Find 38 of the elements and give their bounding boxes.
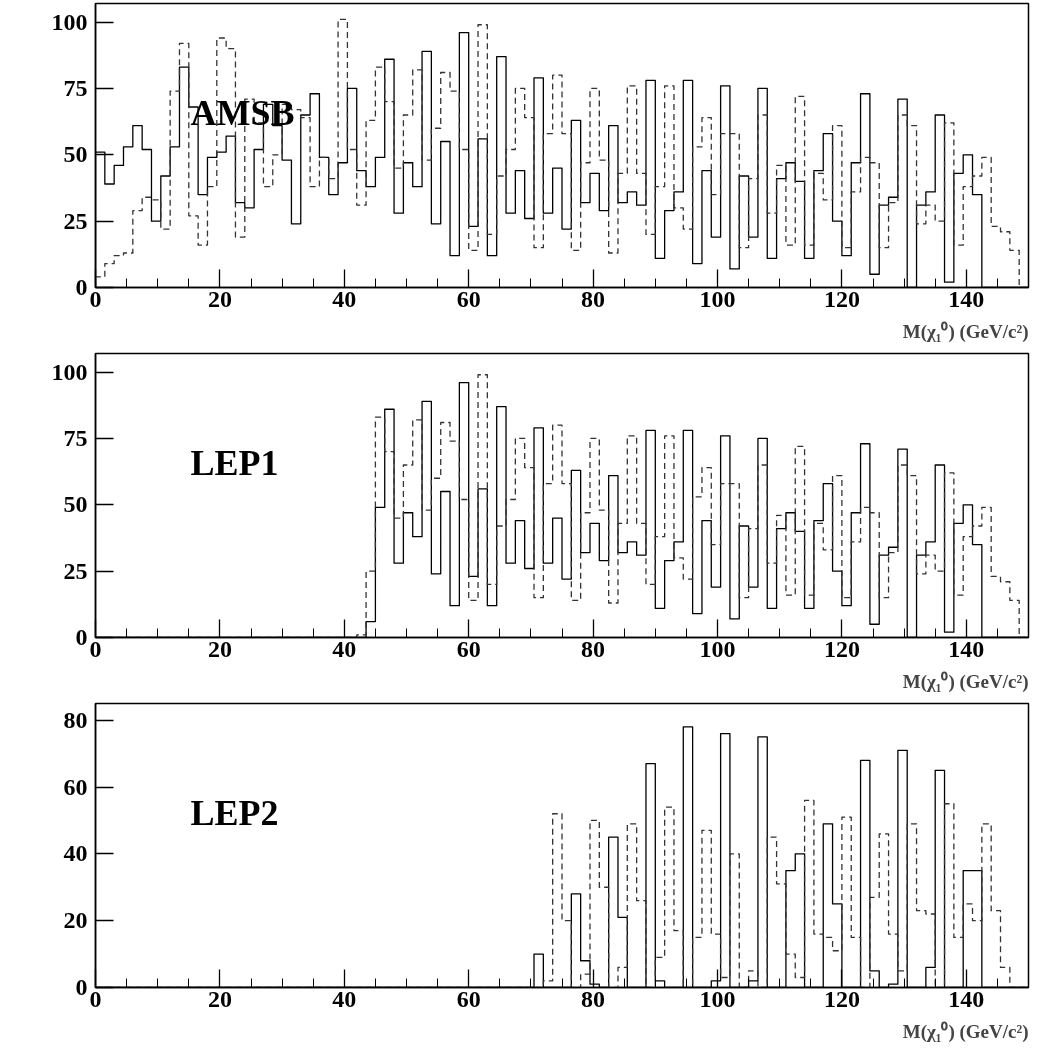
y-tick-label: 60 (63, 773, 88, 800)
x-tick-label: 60 (456, 285, 481, 312)
x-tick-label: 40 (332, 635, 357, 662)
y-tick-label: 50 (63, 491, 88, 518)
x-tick-label: 120 (823, 635, 860, 662)
x-tick-label: 140 (948, 285, 985, 312)
y-tick-label: 25 (63, 557, 88, 584)
x-tick-label: 100 (699, 635, 736, 662)
x-axis-title: M(χ₁⁰) (GeV/c²) (902, 320, 1029, 343)
y-tick-label: 75 (63, 424, 88, 451)
y-tick-label: 80 (63, 706, 88, 733)
x-tick-label: 40 (332, 985, 357, 1012)
x-tick-label: 20 (207, 285, 232, 312)
x-tick-label: 80 (581, 985, 606, 1012)
x-tick-label: 100 (699, 285, 736, 312)
x-tick-label: 20 (207, 985, 232, 1012)
y-tick-label: 50 (63, 141, 88, 168)
y-tick-label: 75 (63, 74, 88, 101)
x-tick-label: 120 (823, 985, 860, 1012)
x-tick-label: 60 (456, 985, 481, 1012)
x-tick-label: 80 (581, 635, 606, 662)
x-tick-label: 140 (948, 985, 985, 1012)
y-tick-label: 100 (51, 358, 88, 385)
y-tick-label: 40 (63, 840, 88, 867)
y-tick-label: 25 (63, 207, 88, 234)
x-tick-label: 80 (581, 285, 606, 312)
x-axis-title: M(χ₁⁰) (GeV/c²) (902, 1020, 1029, 1043)
x-tick-label: 20 (207, 635, 232, 662)
annotation: LEP1 (190, 442, 279, 483)
x-tick-label: 140 (948, 635, 985, 662)
x-tick-label: 60 (456, 635, 481, 662)
annotation: LEP2 (190, 792, 279, 833)
x-axis-title: M(χ₁⁰) (GeV/c²) (902, 670, 1029, 693)
x-tick-label: 40 (332, 285, 357, 312)
x-tick-label: 120 (823, 285, 860, 312)
y-tick-label: 20 (63, 907, 88, 934)
y-tick-label: 100 (51, 8, 88, 35)
x-tick-label: 100 (699, 985, 736, 1012)
